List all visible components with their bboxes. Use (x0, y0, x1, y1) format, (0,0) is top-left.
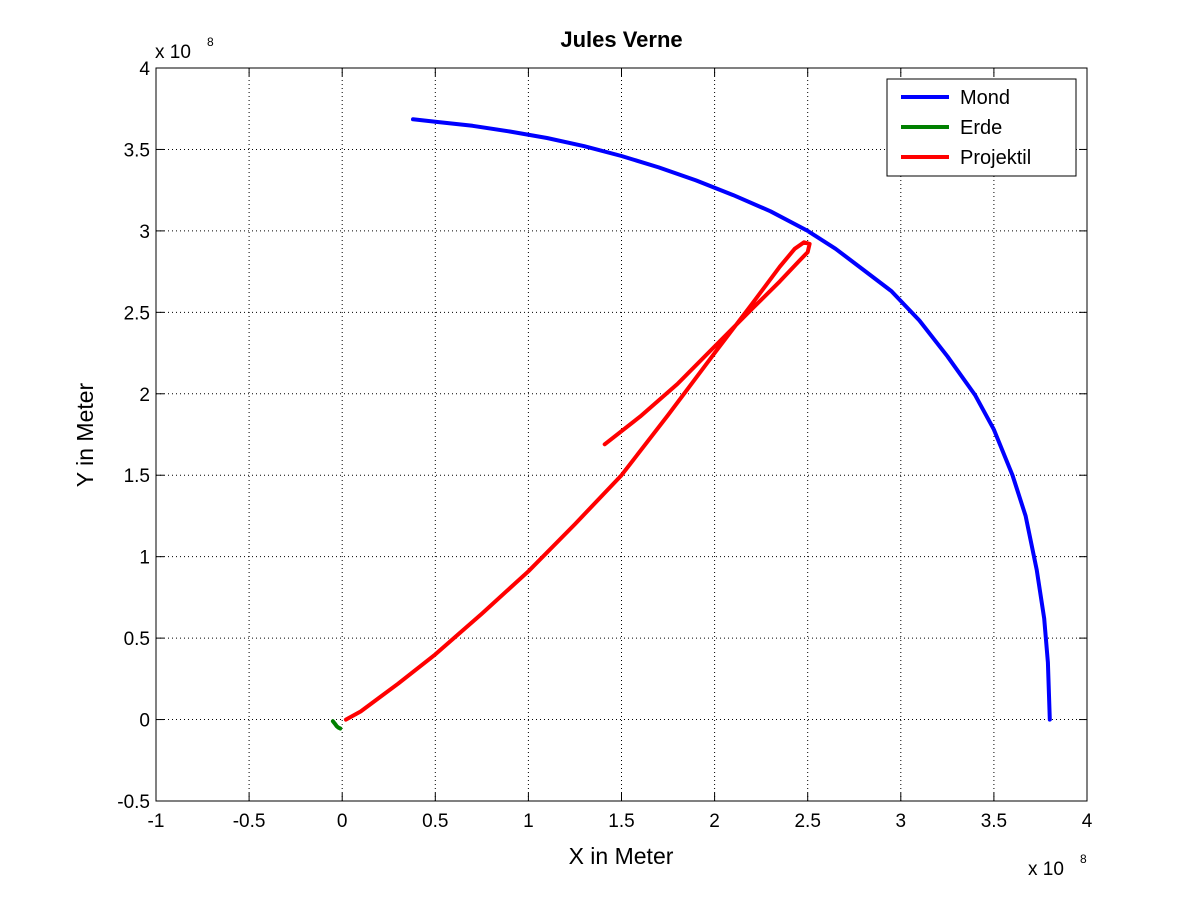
x-axis-multiplier: x 10 8 (1028, 852, 1087, 880)
x-tick-label: 0 (337, 811, 348, 832)
y-tick-label: 3.5 (124, 140, 150, 161)
y-tick-label: 2.5 (124, 303, 150, 324)
y-tick-label: 0 (139, 711, 150, 732)
x-axis-label: X in Meter (569, 843, 674, 869)
x-tick-label: 0.5 (422, 811, 448, 832)
x-tick-label: 1 (523, 811, 534, 832)
y-tick-label: 1.5 (124, 466, 150, 487)
x-tick-label: 2.5 (794, 811, 820, 832)
chart-title: Jules Verne (560, 27, 682, 52)
series-line-projektil (343, 240, 812, 722)
y-multiplier-base: x 10 (155, 42, 191, 63)
plot-area (156, 68, 1087, 801)
y-tick-label: 4 (139, 59, 150, 80)
legend-label: Mond (960, 87, 1010, 109)
series-group (330, 117, 1052, 731)
x-tick-label: 4 (1082, 811, 1093, 832)
y-axis-label: Y in Meter (72, 382, 98, 487)
legend-label: Erde (960, 117, 1002, 139)
x-tick-label: 3.5 (981, 811, 1007, 832)
legend-label: Projektil (960, 147, 1031, 169)
x-multiplier-exponent: 8 (1080, 852, 1087, 866)
ticks: -1 -0.5 0 0.5 1 1.5 2 2.5 3 3.5 4-0.500.511.522.53… (117, 59, 1092, 832)
y-tick-label: 1 (139, 548, 150, 569)
y-multiplier-exponent: 8 (207, 35, 214, 49)
y-tick-label: 2 (139, 385, 150, 406)
y-tick-label: -0.5 (117, 792, 150, 813)
x-tick-label: 1.5 (608, 811, 634, 832)
legend: Mond Erde Projektil (886, 78, 1077, 177)
series-line-mond (411, 117, 1052, 722)
x-tick-label: 2 (709, 811, 720, 832)
y-tick-label: 3 (139, 222, 150, 243)
y-tick-label: 0.5 (124, 629, 150, 650)
y-axis-multiplier: x 10 8 (155, 35, 214, 63)
x-tick-label: -1 (148, 811, 165, 832)
x-multiplier-base: x 10 (1028, 859, 1064, 880)
series-line-erde (330, 719, 343, 731)
x-tick-label: -0.5 (233, 811, 266, 832)
x-tick-label: 3 (896, 811, 907, 832)
